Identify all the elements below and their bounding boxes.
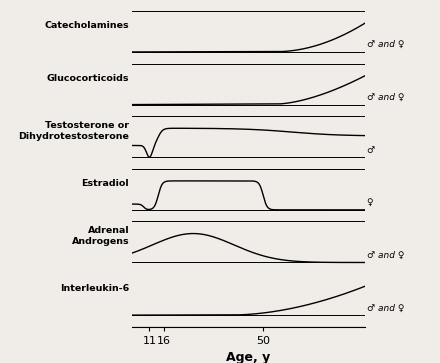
Text: ♂ and ♀: ♂ and ♀	[367, 40, 404, 49]
Text: Estradiol: Estradiol	[81, 179, 129, 188]
Text: ♂ and ♀: ♂ and ♀	[367, 93, 404, 102]
X-axis label: Age, y: Age, y	[227, 351, 271, 363]
Text: Catecholamines: Catecholamines	[44, 21, 129, 30]
Text: ♂ and ♀: ♂ and ♀	[367, 303, 404, 313]
Text: Interleukin-6: Interleukin-6	[60, 284, 129, 293]
Text: Glucocorticoids: Glucocorticoids	[47, 74, 129, 83]
Text: Adrenal
Androgens: Adrenal Androgens	[71, 227, 129, 246]
Text: Testosterone or
Dihydrotestosterone: Testosterone or Dihydrotestosterone	[18, 121, 129, 140]
Text: ♂: ♂	[367, 146, 375, 155]
Text: ♀: ♀	[367, 198, 373, 207]
Text: ♂ and ♀: ♂ and ♀	[367, 251, 404, 260]
